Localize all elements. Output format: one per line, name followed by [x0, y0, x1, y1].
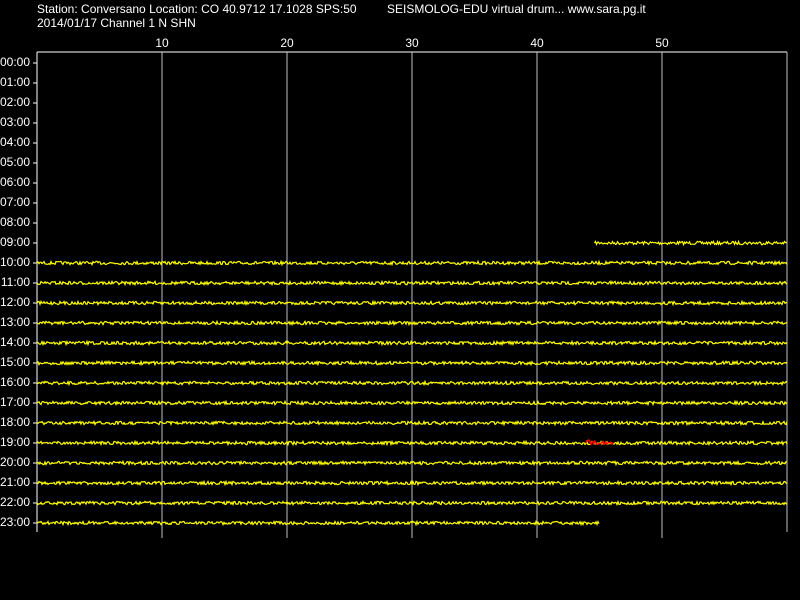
hour-label: 04:00	[0, 135, 30, 149]
x-tick-label: 20	[280, 36, 294, 50]
trace	[36, 379, 788, 387]
hour-label: 12:00	[0, 295, 30, 309]
x-tick-label: 50	[655, 36, 669, 50]
hour-label: 11:00	[1, 275, 30, 289]
trace	[36, 499, 788, 507]
hour-label: 16:00	[0, 375, 30, 389]
hour-label: 22:00	[0, 495, 30, 509]
hour-label: 17:00	[0, 395, 30, 409]
event-trace	[585, 438, 615, 447]
header-right: SEISMOLOG-EDU virtual drum... www.sara.p…	[387, 2, 646, 16]
trace	[36, 259, 788, 267]
hour-label: 09:00	[0, 235, 30, 249]
date-channel: 2014/01/17 Channel 1 N SHN	[37, 16, 196, 30]
hour-label: 19:00	[0, 435, 30, 449]
trace	[36, 299, 788, 307]
station-info: Station: Conversano Location: CO 40.9712…	[37, 2, 357, 16]
trace	[36, 479, 788, 487]
hour-label: 18:00	[0, 415, 30, 429]
hour-label: 05:00	[0, 155, 30, 169]
trace	[36, 359, 788, 367]
trace	[36, 519, 600, 527]
hour-label: 21:00	[0, 475, 30, 489]
x-tick-label: 30	[405, 36, 419, 50]
trace	[36, 339, 788, 347]
hour-label: 20:00	[0, 455, 30, 469]
hour-label: 10:00	[0, 255, 30, 269]
trace	[36, 319, 788, 327]
hour-label: 03:00	[0, 115, 30, 129]
hour-label: 14:00	[0, 335, 30, 349]
x-tick-label: 10	[155, 36, 169, 50]
trace	[36, 419, 788, 427]
trace	[593, 239, 787, 247]
hour-label: 06:00	[0, 175, 30, 189]
hour-label: 08:00	[0, 215, 30, 229]
trace	[36, 459, 787, 467]
hour-label: 07:00	[0, 195, 30, 209]
hour-label: 13:00	[0, 315, 30, 329]
trace	[36, 399, 788, 407]
trace	[36, 439, 788, 447]
hour-label: 23:00	[0, 515, 30, 529]
x-tick-label: 40	[530, 36, 544, 50]
hour-label: 00:00	[0, 55, 30, 69]
hour-label: 01:00	[0, 75, 30, 89]
trace	[36, 279, 788, 287]
hour-label: 15:00	[0, 355, 30, 369]
hour-label: 02:00	[0, 95, 30, 109]
